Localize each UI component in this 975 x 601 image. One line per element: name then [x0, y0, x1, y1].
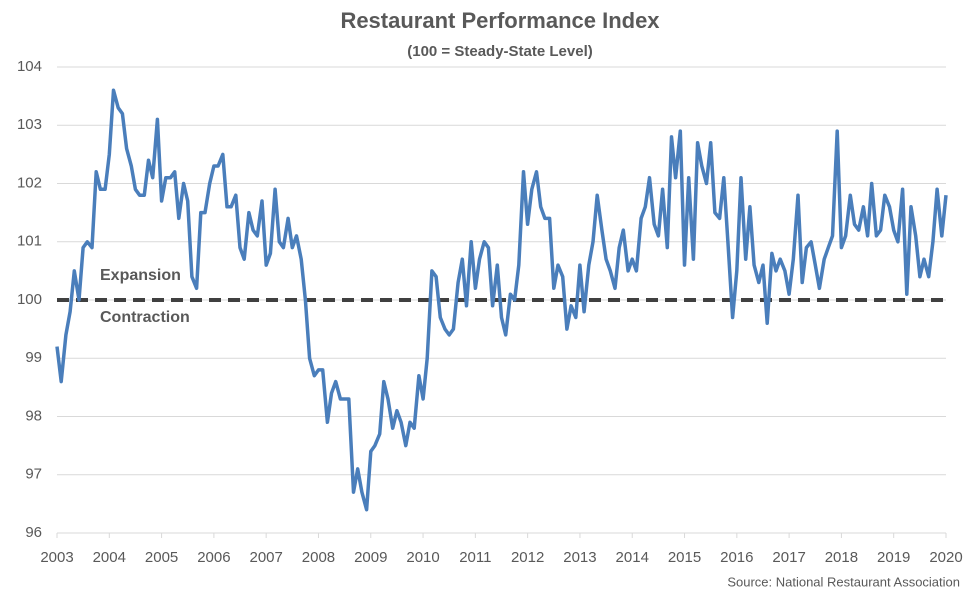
x-tick-label: 2003 — [40, 549, 73, 566]
annotation: Contraction — [100, 309, 190, 326]
x-tick-label: 2008 — [302, 549, 335, 566]
y-tick-label: 100 — [17, 291, 42, 308]
x-tick-label: 2013 — [563, 549, 596, 566]
y-tick-label: 101 — [17, 233, 42, 250]
x-tick-label: 2007 — [249, 549, 282, 566]
y-tick-label: 96 — [25, 524, 42, 541]
x-tick-label: 2005 — [145, 549, 178, 566]
x-tick-label: 2006 — [197, 549, 230, 566]
y-tick-label: 103 — [17, 116, 42, 133]
x-tick-label: 2015 — [668, 549, 701, 566]
x-tick-label: 2020 — [929, 549, 962, 566]
x-tick-label: 2014 — [616, 549, 649, 566]
x-tick-label: 2004 — [93, 549, 126, 566]
source-note: Source: National Restaurant Association — [727, 574, 960, 589]
x-tick-label: 2011 — [459, 549, 491, 566]
x-tick-label: 2010 — [406, 549, 439, 566]
x-tick-label: 2017 — [772, 549, 805, 566]
y-tick-label: 102 — [17, 174, 42, 191]
x-tick-label: 2019 — [877, 549, 910, 566]
x-tick-label: 2016 — [720, 549, 753, 566]
data-line — [55, 88, 948, 512]
x-tick-label: 2012 — [511, 549, 544, 566]
x-tick-label: 2018 — [825, 549, 858, 566]
y-tick-label: 104 — [17, 58, 42, 75]
chart-subtitle: (100 = Steady-State Level) — [407, 43, 593, 60]
y-tick-label: 99 — [25, 349, 42, 366]
y-tick-label: 98 — [25, 407, 42, 424]
annotation: Expansion — [100, 267, 181, 284]
y-tick-label: 97 — [25, 466, 42, 483]
x-tick-label: 2009 — [354, 549, 387, 566]
chart-title: Restaurant Performance Index — [340, 8, 660, 33]
